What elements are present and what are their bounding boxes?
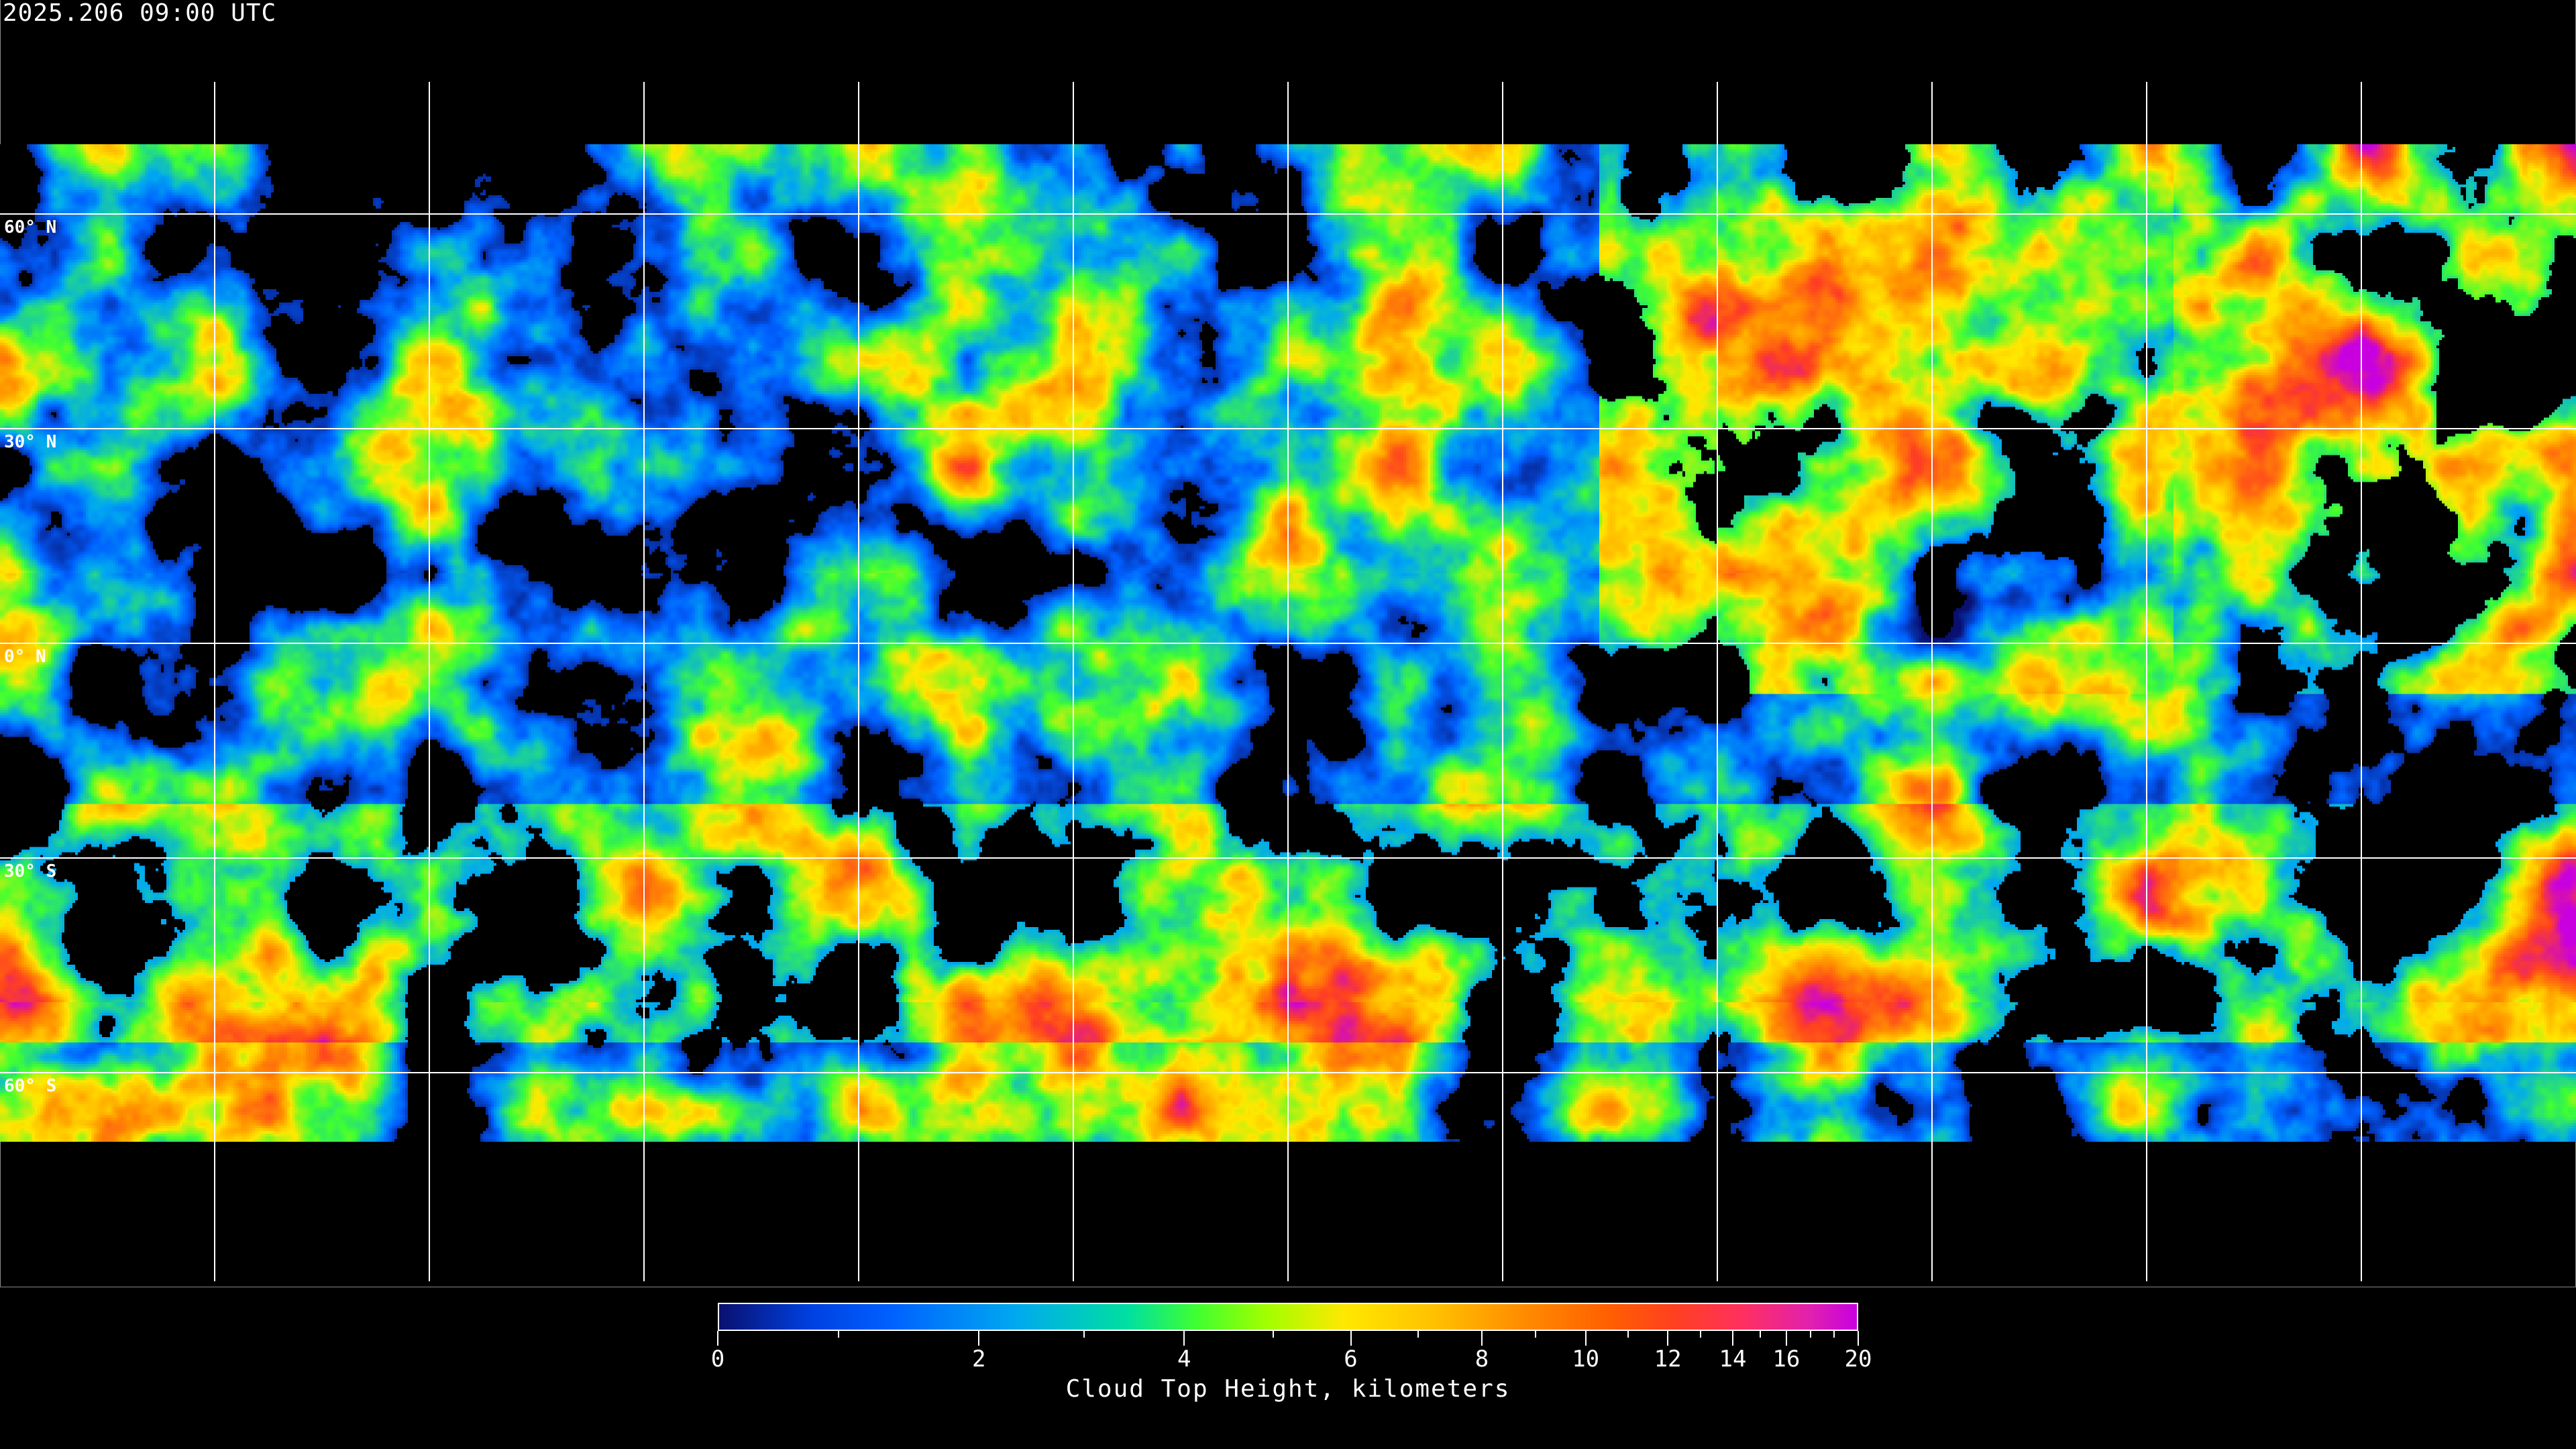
colorbar-tick: [1785, 1331, 1787, 1346]
colorbar-minor-tick: [1534, 1331, 1536, 1338]
colorbar-tick: [1350, 1331, 1352, 1346]
colorbar-label: Cloud Top Height, kilometers: [1065, 1375, 1511, 1403]
colorbar-minor-tick: [1700, 1331, 1702, 1338]
lat-label-30s: 30° S: [4, 861, 57, 881]
colorbar-minor-tick: [838, 1331, 840, 1338]
colorbar-ticks: 0 2 4 6 8 10 12 14 16 20: [711, 1331, 1872, 1373]
colorbar-tick: [717, 1331, 718, 1346]
colorbar-tick: [1183, 1331, 1185, 1346]
colorbar-tick-label: 10: [1572, 1346, 1600, 1373]
colorbar-minor-tick: [1809, 1331, 1811, 1338]
colorbar-tick: [1481, 1331, 1483, 1346]
colorbar-minor-tick: [1627, 1331, 1629, 1338]
timestamp-title: 2025.206 09:00 UTC: [3, 0, 277, 27]
colorbar-tick-label: 0: [710, 1346, 725, 1373]
colorbar-minor-tick: [1417, 1331, 1419, 1338]
colorbar-tick-label: 2: [972, 1346, 986, 1373]
colorbar-tick-label: 6: [1344, 1346, 1358, 1373]
colorbar-tick-label: 8: [1474, 1346, 1489, 1373]
colorbar-tick: [1732, 1331, 1733, 1346]
colorbar: [718, 1303, 1858, 1331]
colorbar-minor-tick: [1083, 1331, 1085, 1338]
colorbar-tick: [1858, 1331, 1859, 1346]
colorbar-minor-tick: [1833, 1331, 1835, 1338]
lat-label-0n: 0° N: [4, 647, 46, 667]
colorbar-tick: [1667, 1331, 1669, 1346]
colorbar-tick-label: 12: [1654, 1346, 1682, 1373]
colorbar-tick: [978, 1331, 980, 1346]
colorbar-tick-label: 14: [1719, 1346, 1747, 1373]
colorbar-tick-label: 4: [1177, 1346, 1191, 1373]
colorbar-tick-label: 16: [1772, 1346, 1801, 1373]
lat-label-60s: 60° S: [4, 1076, 57, 1096]
lat-label-60n: 60° N: [4, 217, 57, 237]
lat-lon-grid: [0, 82, 2576, 1281]
lat-label-30n: 30° N: [4, 432, 57, 452]
colorbar-minor-tick: [1759, 1331, 1761, 1338]
colorbar-minor-tick: [1272, 1331, 1274, 1338]
colorbar-tick: [1585, 1331, 1587, 1346]
colorbar-tick-label: 20: [1844, 1346, 1872, 1373]
